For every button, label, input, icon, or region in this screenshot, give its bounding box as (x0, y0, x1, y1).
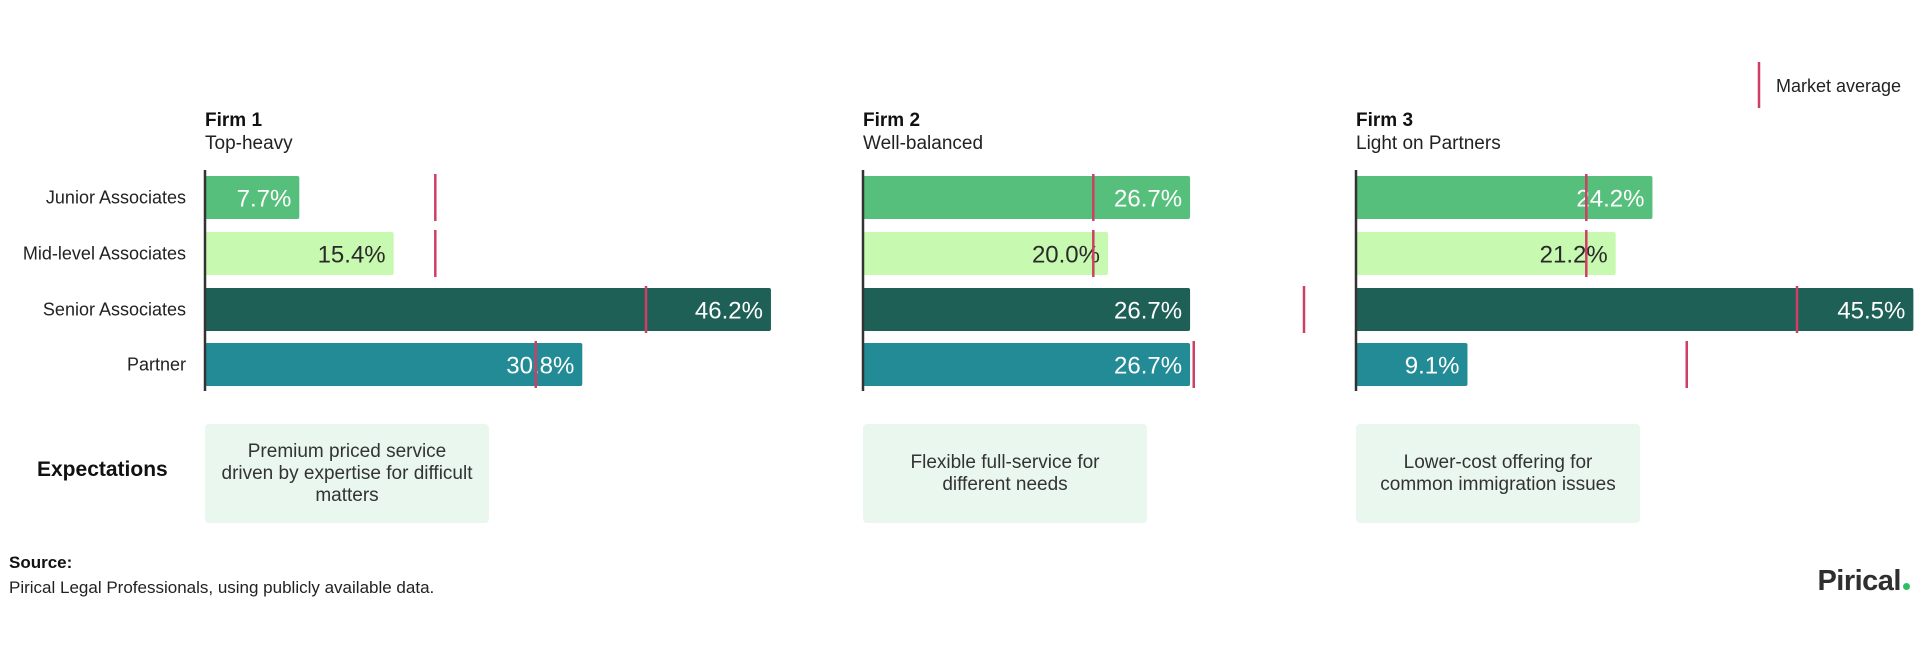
bar-label-firm-3-3: 45.5% (1837, 298, 1905, 325)
bar-label-firm-3-2: 21.2% (1540, 242, 1608, 269)
bar-firm-1-1 (205, 176, 300, 219)
category-label-2: Mid-level Associates (23, 244, 186, 264)
firm-1-title: Firm 1 (205, 110, 262, 131)
bar-firm-1-4 (205, 343, 583, 386)
legend-label: Market average (1776, 76, 1901, 96)
bar-label-firm-2-3: 26.7% (1114, 298, 1182, 325)
bar-label-firm-3-1: 24.2% (1576, 186, 1644, 213)
expectation-box-firm-1: Premium priced service driven by experti… (205, 424, 489, 523)
bar-firm-1-2 (205, 232, 394, 275)
bar-firm-2-1 (863, 176, 1191, 219)
category-label-4: Partner (127, 355, 186, 375)
expectation-box-firm-2: Flexible full-service for different need… (863, 424, 1147, 523)
firm-2-title: Firm 2 (863, 110, 920, 131)
logo-dot (1903, 583, 1910, 590)
expectation-box-firm-3: Lower-cost offering for common immigrati… (1356, 424, 1640, 523)
category-label-3: Senior Associates (43, 300, 186, 320)
firm-1-subtitle: Top-heavy (205, 133, 293, 154)
firm-3-title: Firm 3 (1356, 110, 1413, 131)
bar-firm-3-1 (1356, 176, 1653, 219)
bar-label-firm-1-2: 15.4% (318, 242, 386, 269)
expectations-label: Expectations (37, 458, 168, 481)
firm-3-subtitle: Light on Partners (1356, 133, 1501, 154)
source-text: Pirical Legal Professionals, using publi… (9, 578, 435, 597)
firm-2-subtitle: Well-balanced (863, 133, 983, 154)
bar-label-firm-2-2: 20.0% (1032, 242, 1100, 269)
category-label-1: Junior Associates (46, 188, 186, 208)
bar-firm-3-3 (1356, 288, 1914, 331)
bar-label-firm-2-4: 26.7% (1114, 353, 1182, 380)
bar-firm-2-4 (863, 343, 1191, 386)
bar-firm-3-4 (1356, 343, 1468, 386)
bar-label-firm-3-4: 9.1% (1405, 353, 1460, 380)
bar-label-firm-1-4: 30.8% (506, 353, 574, 380)
logo-text: Pirical (1817, 565, 1901, 597)
source-title: Source: (9, 553, 73, 572)
bar-firm-2-2 (863, 232, 1108, 275)
bar-firm-1-3 (205, 288, 771, 331)
bar-label-firm-1-3: 46.2% (695, 298, 763, 325)
bar-label-firm-2-1: 26.7% (1114, 186, 1182, 213)
bar-firm-2-3 (863, 288, 1191, 331)
bar-firm-3-2 (1356, 232, 1616, 275)
pirical-logo: Pirical (1817, 565, 1910, 598)
bar-label-firm-1-1: 7.7% (237, 186, 292, 213)
